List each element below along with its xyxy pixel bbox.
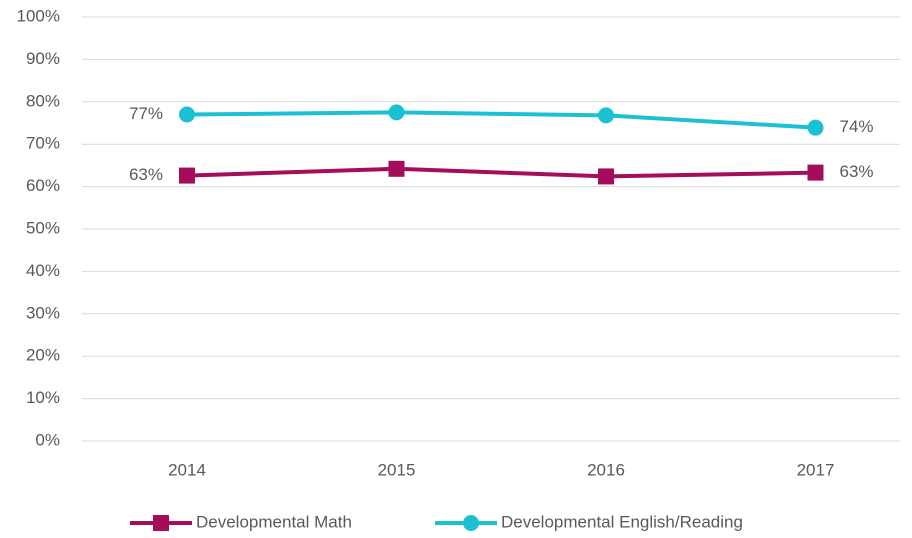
marker	[807, 164, 824, 181]
data-label: 63%	[840, 162, 874, 181]
y-tick-label: 20%	[26, 346, 60, 365]
y-tick-label: 60%	[26, 176, 60, 195]
y-tick-label: 70%	[26, 134, 60, 153]
data-label: 74%	[840, 117, 874, 136]
series-line	[186, 166, 816, 179]
marker	[388, 160, 405, 177]
y-tick-label: 90%	[26, 49, 60, 68]
y-tick-label: 100%	[17, 6, 60, 25]
legend-label: Developmental Math	[196, 512, 352, 531]
marker	[179, 106, 195, 123]
data-label: 77%	[129, 104, 163, 123]
data-label: 63%	[129, 165, 163, 184]
x-tick-label: 2017	[797, 460, 835, 479]
legend-marker	[463, 515, 479, 531]
marker	[179, 167, 195, 184]
marker	[807, 119, 824, 136]
y-tick-label: 50%	[26, 218, 60, 237]
y-tick-label: 80%	[26, 91, 60, 110]
x-tick-label: 2016	[587, 460, 625, 479]
marker	[598, 168, 614, 185]
x-tick-label: 2015	[378, 460, 416, 479]
marker	[598, 107, 614, 124]
y-tick-label: 10%	[26, 388, 60, 407]
y-tick-label: 30%	[26, 303, 60, 322]
legend-label: Developmental English/Reading	[501, 512, 743, 531]
x-tick-label: 2014	[168, 460, 206, 479]
y-tick-label: 0%	[35, 430, 60, 449]
marker	[388, 104, 405, 121]
series-line	[186, 110, 816, 130]
y-tick-label: 40%	[26, 261, 60, 280]
legend-marker	[153, 515, 169, 531]
